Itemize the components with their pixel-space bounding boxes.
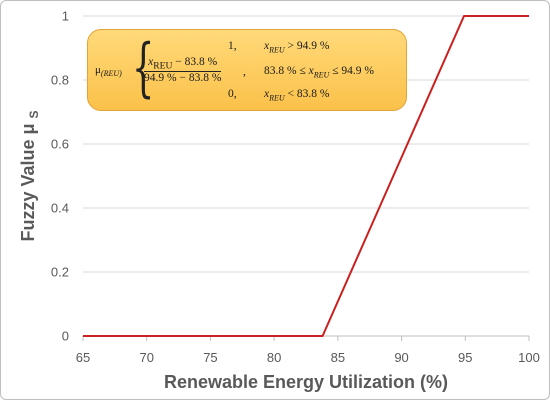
formula-case2-numerator: xREU − 83.8 % (144, 56, 221, 72)
y-axis-title-text: Fuzzy Value (18, 140, 38, 242)
x-tick-label: 80 (267, 350, 281, 365)
formula-case1-condition: xREU > 94.9 % (264, 40, 330, 54)
x-tick-label: 70 (139, 350, 153, 365)
x-tick-label: 65 (76, 350, 90, 365)
y-axis-title: Fuzzy Value μ S (18, 110, 41, 241)
formula-case3-value: 0, (228, 88, 237, 100)
y-tick-label: 0.6 (51, 137, 69, 152)
y-tick-label: 0.2 (51, 265, 69, 280)
y-axis-title-subscript: S (27, 110, 41, 118)
x-tick-label: 100 (518, 350, 540, 365)
y-tick-label: 0.8 (51, 73, 69, 88)
y-axis-title-symbol: μ (18, 123, 38, 134)
x-axis-title: Renewable Energy Utilization (%) (164, 372, 448, 392)
y-tick-label: 1 (62, 9, 69, 24)
x-tick-label: 90 (394, 350, 408, 365)
formula-case2-denominator: 94.9 % − 83.8 % (144, 72, 221, 84)
formula-lhs: μ(REU) (95, 64, 122, 78)
membership-formula-box: μ(REU) { 1, xREU > 94.9 % xREU − 83.8 % … (87, 29, 407, 111)
x-tick-label: 95 (458, 350, 472, 365)
x-tick-label: 75 (203, 350, 217, 365)
formula-case1-value: 1, (228, 40, 237, 52)
y-tick-label: 0.4 (51, 201, 69, 216)
x-tick-label: 85 (331, 350, 345, 365)
y-tick-label: 0 (62, 329, 69, 344)
formula-case2-condition: 83.8 % ≤ xREU ≤ 94.9 % (264, 65, 374, 79)
formula-case3-condition: xREU < 83.8 % (264, 88, 330, 102)
formula-case2-fraction: xREU − 83.8 % 94.9 % − 83.8 % (144, 56, 221, 84)
formula-case2-comma: , (243, 66, 246, 78)
